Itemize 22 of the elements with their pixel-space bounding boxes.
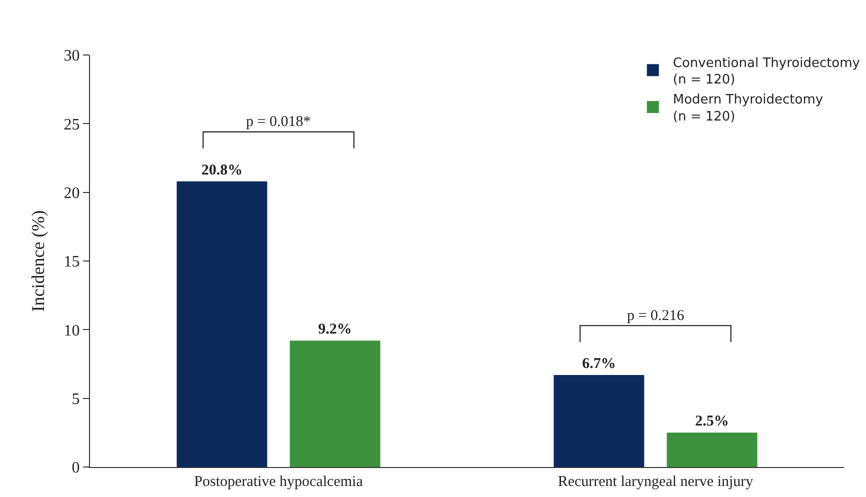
- legend-label: Conventional Thyroidectomy (n = 120): [672, 56, 860, 88]
- y-tick-label: 15: [64, 254, 80, 271]
- y-tick-label: 0: [72, 460, 80, 477]
- bar: [176, 181, 268, 467]
- annotation: p = 0.216: [627, 308, 685, 324]
- bar: [666, 432, 758, 467]
- bar: [554, 374, 644, 467]
- data-label: 9.2%: [318, 322, 352, 338]
- data-label: 20.8%: [201, 162, 243, 178]
- y-tick-label: 10: [64, 322, 80, 340]
- legend-label: Modern Thyroidectomy (n = 120): [672, 92, 824, 124]
- y-tick-label: 20: [64, 184, 80, 202]
- y-tick-label: 25: [64, 116, 80, 134]
- x-tick-label: Postoperative hypocalcemia: [194, 474, 364, 490]
- y-tick-label: 5: [72, 390, 80, 408]
- data-label: 6.7%: [582, 356, 616, 372]
- y-tick-label: 30: [64, 48, 80, 65]
- y-axis-title: Incidence (%): [28, 210, 48, 312]
- bar: [290, 340, 380, 467]
- data-label: 2.5%: [695, 414, 729, 430]
- x-tick-label: Recurrent laryngeal nerve injury: [558, 474, 754, 490]
- annotation: p = 0.018*: [246, 114, 311, 130]
